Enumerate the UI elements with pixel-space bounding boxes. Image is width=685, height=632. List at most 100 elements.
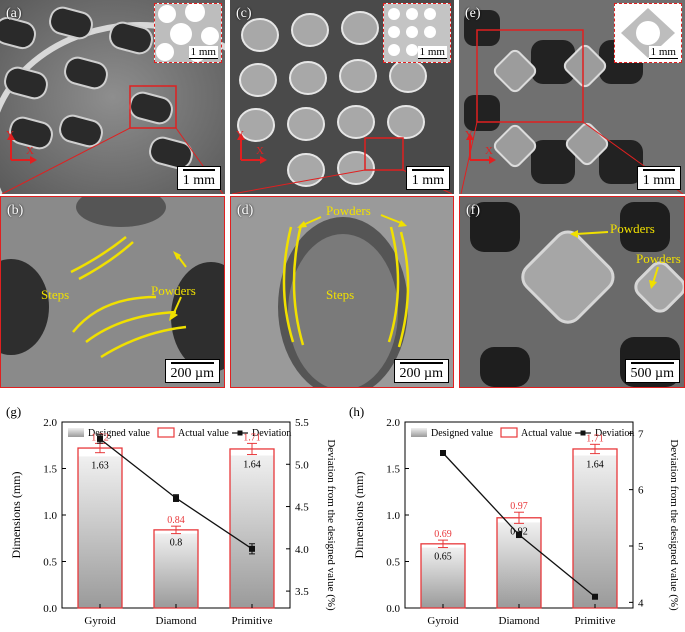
inset-scale-label: 1 mm (417, 46, 447, 59)
y2-axis-title: Deviation from the designed value (%) (668, 439, 680, 611)
scale-bar-line (642, 169, 675, 171)
scale-bar-line (630, 362, 674, 364)
annotation-steps: Steps (41, 287, 70, 302)
y-tick-label: 2.0 (386, 417, 400, 429)
y2-tick-label: 6 (638, 485, 644, 497)
panel-f: (f) Powders Powders 500 µm (459, 196, 685, 388)
panel-label: (e) (465, 6, 481, 21)
scale-bar: 1 mm (176, 166, 221, 190)
scale-bar: 1 mm (405, 166, 450, 190)
y-tick-label: 1.0 (43, 510, 57, 522)
legend-marker-deviation (580, 430, 586, 436)
legend-swatch-actual (157, 427, 175, 438)
inset-unit-cell-primitive: 1 mm (614, 3, 682, 63)
x-tick-label: Gyroid (84, 615, 116, 627)
axis-indicator: Y X (236, 130, 267, 164)
scale-bar-label: 500 µm (630, 366, 674, 381)
data-label-designed: 0.8 (170, 538, 183, 549)
data-label-designed: 0.65 (434, 552, 452, 563)
deviation-point (516, 531, 522, 538)
y-tick-label: 0.5 (43, 557, 57, 569)
bar-designed (154, 533, 198, 608)
y2-tick-label: 5.0 (295, 459, 309, 471)
legend-label-deviation: Deviation (595, 428, 634, 439)
data-label-actual: 0.97 (510, 501, 528, 512)
bar-designed (78, 456, 122, 608)
deviation-point (440, 450, 446, 456)
axis-indicator: Y X (6, 130, 37, 164)
scale-bar-line (170, 362, 214, 364)
legend-swatch-designed (68, 428, 84, 437)
deviation-point (97, 435, 103, 442)
panel-b: (b) Steps Powders 200 µm (0, 196, 225, 388)
panel-label: (f) (466, 203, 480, 218)
chart-legend: Designed value Actual value Deviation (68, 427, 291, 439)
annotation-powders: Powders (610, 221, 655, 236)
panel-label: (c) (236, 6, 252, 21)
y-tick-label: 1.5 (386, 464, 400, 476)
y-tick-label: 2.0 (43, 417, 57, 429)
annotation-powders: Powders (326, 203, 371, 218)
panel-label: (d) (237, 203, 254, 218)
scale-bar-label: 1 mm (642, 173, 675, 188)
scale-bar-label: 1 mm (411, 173, 444, 188)
data-label-actual: 0.84 (167, 515, 185, 526)
legend-label-designed: Designed value (431, 428, 493, 439)
axis-x-label: X (485, 145, 493, 157)
y-tick-label: 0.5 (386, 557, 400, 569)
x-tick-label: Diamond (499, 615, 540, 627)
axis-y-label: Y (465, 130, 473, 141)
legend-label-deviation: Deviation (252, 428, 291, 439)
legend-label-actual: Actual value (521, 428, 572, 439)
axis-y-label: Y (236, 130, 244, 141)
y2-tick-label: 5.5 (295, 417, 309, 429)
data-label-actual: 0.69 (434, 529, 452, 540)
annotation-steps: Steps (326, 287, 355, 302)
y2-tick-label: 7 (638, 428, 644, 440)
y-tick-label: 0.0 (43, 603, 57, 615)
y2-tick-label: 5 (638, 541, 644, 553)
annotation-powders: Powders (151, 283, 196, 298)
inset-scale-label: 1 mm (188, 46, 218, 59)
data-label-designed: 1.64 (586, 459, 604, 470)
sem-image-primitive-detail (460, 197, 684, 387)
x-tick-label: Gyroid (427, 615, 459, 627)
legend-swatch-actual (500, 427, 518, 438)
x-tick-label: Primitive (575, 615, 616, 627)
x-tick-label: Primitive (232, 615, 273, 627)
y2-tick-label: 4 (638, 597, 644, 609)
y2-tick-label: 3.5 (295, 586, 309, 598)
panel-label: (b) (7, 203, 24, 218)
legend-label-designed: Designed value (88, 428, 150, 439)
scale-bar-line (182, 169, 215, 171)
panel-d: (d) Powders Steps 200 µm (230, 196, 454, 388)
annotation-powders: Powders (636, 251, 681, 266)
panel-label: (a) (6, 6, 22, 21)
scale-bar-line (411, 169, 444, 171)
deviation-point (249, 545, 255, 552)
axis-y-label: Y (6, 130, 14, 141)
sem-image-gyroid-detail (1, 197, 224, 387)
y2-tick-label: 4.5 (295, 502, 309, 514)
y-axis-title: Dimensions (mm) (352, 472, 366, 559)
scale-bar: 1 mm (636, 166, 681, 190)
inset-scale-label: 1 mm (648, 46, 678, 59)
chart-panel-label: (g) (6, 404, 21, 419)
panel-c: 1 mm (c) Y X 1 mm (230, 0, 454, 194)
data-label-designed: 1.64 (243, 459, 261, 470)
chart-g-dimensions: (g) Designed value Actual value Deviation 0.… (6, 404, 337, 627)
chart-panel-label: (h) (349, 404, 364, 419)
panel-e: 1 mm (e) Y X 1 mm (459, 0, 685, 194)
data-label-designed: 1.63 (91, 460, 109, 471)
bar-designed (421, 547, 465, 608)
x-tick-label: Diamond (156, 615, 197, 627)
y2-axis-title: Deviation from the designed value (%) (325, 439, 337, 611)
axis-x-label: X (256, 145, 264, 157)
scale-bar-label: 1 mm (182, 173, 215, 188)
deviation-point (592, 593, 598, 600)
deviation-point (173, 495, 179, 502)
inset-unit-cell-diamond: 1 mm (383, 3, 451, 63)
axis-indicator: Y X (465, 130, 496, 164)
scale-bar-label: 200 µm (399, 366, 443, 381)
axis-x-label: X (26, 145, 34, 157)
